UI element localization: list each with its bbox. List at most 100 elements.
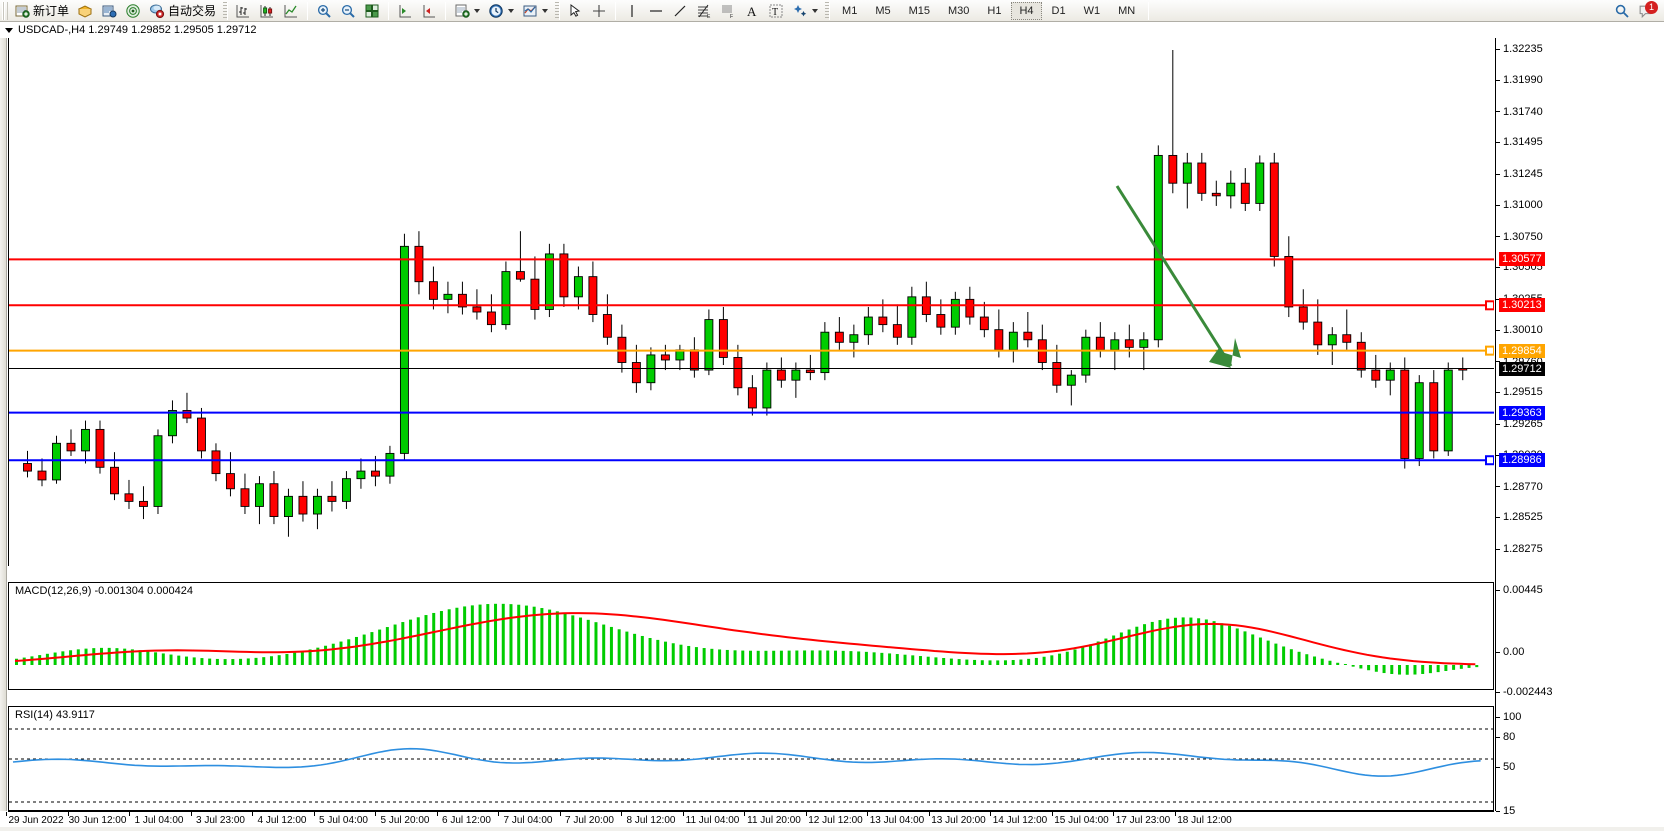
text-label-button[interactable]: T	[764, 1, 788, 21]
navigator-button[interactable]	[121, 1, 145, 21]
price-pane[interactable]	[8, 38, 1494, 566]
templates-button[interactable]	[518, 1, 552, 21]
macd-bar	[602, 624, 606, 665]
macd-pane[interactable]: MACD(12,26,9) -0.001304 0.000424	[8, 582, 1494, 690]
profile-button[interactable]	[73, 1, 97, 21]
level-handle-resistance-2[interactable]	[1485, 300, 1494, 311]
macd-bar	[687, 645, 691, 665]
timeframe-h4[interactable]: H4	[1011, 1, 1042, 20]
new-order-button[interactable]: 新订单	[10, 1, 73, 21]
price-badge-last-price[interactable]: 1.29712	[1499, 361, 1545, 376]
price-tick: 1.29515	[1496, 386, 1543, 398]
macd-bar	[880, 652, 884, 665]
macd-bar	[756, 650, 760, 665]
macd-bar	[439, 611, 443, 665]
equidistant-channel-button[interactable]: F	[716, 1, 740, 21]
timeframe-m5[interactable]: M5	[875, 4, 891, 17]
time-tick-separator	[6, 812, 7, 816]
candle-body	[936, 314, 946, 328]
text-button[interactable]: A	[740, 1, 764, 21]
time-tick-separator	[1051, 812, 1053, 816]
timeframe-w1[interactable]: W1	[1083, 4, 1101, 17]
candlestick-chart-button[interactable]	[255, 1, 279, 21]
objects-button[interactable]	[788, 1, 822, 21]
fibonacci-button[interactable]: E	[692, 1, 716, 21]
candle-body	[1168, 154, 1178, 184]
time-tick: 18 Jul 12:00	[1177, 815, 1232, 826]
horizontal-line-button[interactable]	[644, 1, 668, 21]
chart-scrollbar-left[interactable]	[0, 38, 7, 811]
price-badge-support-2[interactable]: 1.28986	[1499, 453, 1545, 468]
macd-bar	[718, 649, 722, 665]
time-tick: 30 Jun 12:00	[68, 815, 127, 826]
price-badge-resistance-2[interactable]: 1.30213	[1499, 298, 1545, 313]
bar-chart-button[interactable]	[231, 1, 255, 21]
candle-body	[52, 442, 61, 481]
indicators-button[interactable]	[450, 1, 484, 21]
macd-bar	[223, 659, 227, 665]
macd-bar	[579, 617, 583, 665]
search-button[interactable]	[1610, 1, 1634, 21]
alert-button[interactable]: 1	[1634, 0, 1658, 21]
toolbar-grip[interactable]	[2, 1, 8, 20]
zoom-in-button[interactable]	[312, 1, 336, 21]
price-tick: 1.28525	[1496, 511, 1543, 523]
macd-bar	[973, 659, 977, 665]
macd-bar	[169, 654, 173, 665]
macd-bar	[409, 619, 413, 665]
indicators-dropdown-caret[interactable]	[474, 8, 481, 13]
macd-bar	[795, 650, 799, 665]
macd-bar	[517, 604, 521, 665]
toolbar-separator-2	[307, 1, 309, 20]
vertical-line-button[interactable]	[620, 1, 644, 21]
macd-bar	[1452, 665, 1456, 670]
price-badge-pivot[interactable]: 1.29854	[1499, 343, 1545, 358]
trendline-button[interactable]	[668, 1, 692, 21]
rsi-pane[interactable]: RSI(14) 43.9117	[8, 706, 1494, 811]
macd-bar	[888, 653, 892, 665]
candle-body	[1226, 182, 1236, 197]
level-handle-support-2[interactable]	[1485, 455, 1494, 466]
time-axis[interactable]: 29 Jun 2022 30 Jun 12:00 1 Jul 04:00 3 Jul …	[6, 811, 1494, 831]
time-tick-separator	[375, 812, 376, 816]
autotrading-button[interactable]: 自动交易	[145, 1, 220, 21]
timeframe-m1[interactable]: M1	[842, 4, 858, 17]
zoom-out-button[interactable]	[336, 1, 360, 21]
period-button[interactable]	[484, 1, 518, 21]
objects-dropdown-caret[interactable]	[812, 8, 819, 13]
scroll-end-button[interactable]	[393, 1, 417, 21]
candle-body	[1342, 334, 1352, 343]
macd-bar	[424, 615, 428, 665]
macd-bar	[694, 647, 698, 665]
timeframe-mn[interactable]: MN	[1118, 4, 1136, 17]
timeframe-group: M1 M5 M15 M30 H1 H4 D1 W1 MN	[833, 1, 1144, 20]
macd-bar	[254, 657, 258, 665]
timeframe-h1[interactable]: H1	[987, 4, 1002, 17]
macd-bar	[1127, 629, 1131, 665]
cursor-button[interactable]	[563, 1, 587, 21]
price-badge-support-1[interactable]: 1.29363	[1499, 405, 1545, 420]
macd-bar	[1398, 665, 1402, 675]
macd-bar	[1104, 638, 1108, 665]
period-dropdown-caret[interactable]	[508, 8, 515, 13]
downtrend-arrow[interactable]	[1115, 185, 1241, 368]
timeframe-m15[interactable]: M15	[908, 4, 930, 17]
templates-dropdown-caret[interactable]	[542, 8, 549, 13]
macd-bar	[648, 637, 652, 665]
macd-bar	[1204, 619, 1208, 665]
chart-shift-button[interactable]	[417, 1, 441, 21]
price-axis[interactable]: 1.32235 1.31990 1.31740 1.31495 1.31245 1.310…	[1495, 38, 1655, 817]
crosshair-button[interactable]	[587, 1, 611, 21]
svg-text:F: F	[730, 14, 733, 19]
line-chart-button[interactable]	[279, 1, 303, 21]
level-handle-pivot[interactable]	[1485, 345, 1494, 356]
macd-bar	[749, 650, 752, 665]
timeframe-d1[interactable]: D1	[1051, 4, 1066, 17]
timeframe-m30[interactable]: M30	[948, 4, 970, 17]
price-badge-resistance-1[interactable]: 1.30577	[1499, 252, 1545, 267]
macd-bar	[293, 652, 297, 665]
chevron-down-icon[interactable]	[5, 27, 13, 33]
tile-windows-button[interactable]	[360, 1, 384, 21]
market-watch-button[interactable]	[97, 1, 121, 21]
time-tick-separator	[313, 812, 315, 816]
